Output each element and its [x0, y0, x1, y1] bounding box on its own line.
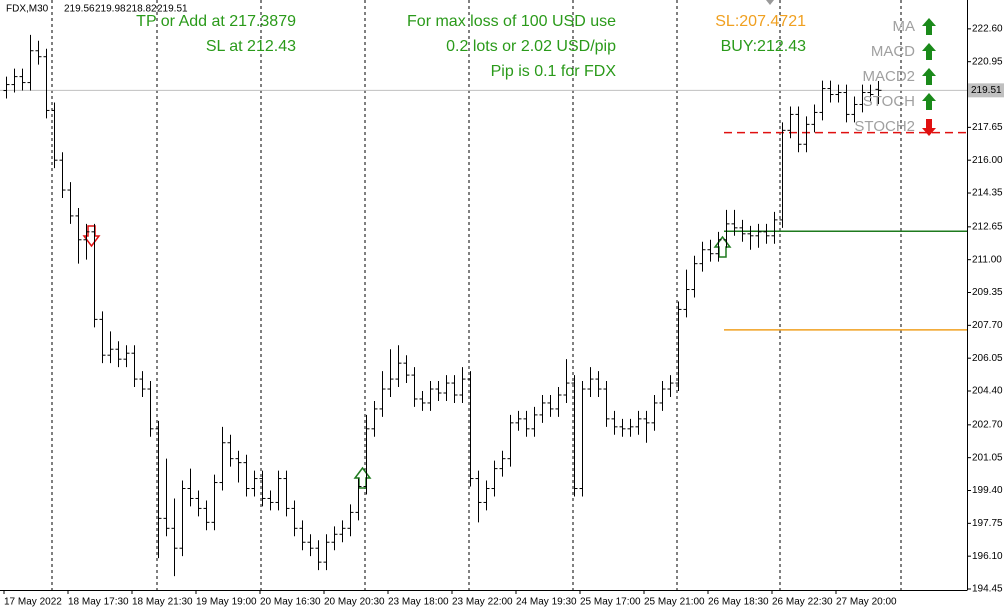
annotation: Pip is 0.1 for FDX	[491, 63, 617, 80]
symbol: FDX,M30	[6, 4, 49, 15]
indicator-arrow	[922, 43, 936, 60]
y-tick-label: 202.70	[972, 419, 1003, 430]
y-tick-label: 212.65	[972, 221, 1003, 232]
x-tick-label: 26 May 18:30	[708, 597, 769, 608]
x-tick-label: 26 May 22:30	[772, 597, 833, 608]
y-tick-label: 209.35	[972, 287, 1003, 298]
y-tick-label: 220.95	[972, 56, 1003, 67]
annotation: BUY:212.43	[721, 38, 807, 55]
y-tick-label: 197.75	[972, 518, 1003, 529]
y-tick-label: 222.60	[972, 23, 1003, 34]
day-separators	[51, 0, 902, 590]
x-tick-label: 18 May 17:30	[68, 597, 129, 608]
x-tick-label: 17 May 2022	[4, 597, 62, 608]
annotation: 0.2 lots or 2.02 USD/pip	[446, 38, 616, 55]
x-tick-label: 20 May 16:30	[260, 597, 321, 608]
bars	[0, 34, 967, 577]
indicator-label: MACD	[871, 43, 915, 60]
indicator-label: STOCH	[863, 93, 915, 110]
y-tick-label: 199.40	[972, 485, 1003, 496]
x-tick-label: 27 May 20:00	[836, 597, 897, 608]
indicator-label: MACD2	[862, 68, 915, 85]
y-tick-label: 214.35	[972, 188, 1003, 199]
y-tick-label: 216.00	[972, 155, 1003, 166]
indicator-arrow	[922, 93, 936, 110]
header-close: 219.51	[157, 4, 188, 15]
x-tick-label: 20 May 20:30	[324, 597, 385, 608]
indicator-arrow	[922, 119, 936, 136]
x-tick-label: 23 May 22:00	[452, 597, 513, 608]
y-tick-label: 201.05	[972, 452, 1003, 463]
y-tick-label: 217.65	[972, 122, 1003, 133]
y-tick-label: 204.40	[972, 386, 1003, 397]
x-tick-label: 23 May 18:00	[388, 597, 449, 608]
annotation: TP or Add at 217.3879	[136, 13, 296, 30]
indicator-label: MA	[893, 18, 916, 35]
annotation: For max loss of 100 USD use	[407, 13, 616, 30]
y-tick-label: 211.00	[972, 254, 1002, 265]
x-tick-label: 25 May 21:00	[644, 597, 705, 608]
header-low: 218.82	[126, 4, 157, 15]
indicator-arrow	[922, 68, 936, 85]
y-tick-label: 194.45	[972, 584, 1003, 595]
x-tick-label: 24 May 19:30	[516, 597, 577, 608]
header: FDX,M30 219.56 219.98 218.82 219.51	[6, 4, 188, 15]
annotations: TP or Add at 217.3879 SL at 212.43 For m…	[136, 13, 806, 80]
annotation: SL:207.4721	[715, 13, 806, 30]
y-tick-label: 206.05	[972, 353, 1003, 364]
price-label: 219.51	[971, 85, 1002, 96]
x-tick-label: 19 May 19:00	[196, 597, 257, 608]
indicator-label: STOCH2	[854, 118, 915, 135]
price-label-box	[968, 83, 1004, 98]
x-tick-label: 25 May 17:00	[580, 597, 641, 608]
shift-marker	[766, 0, 774, 5]
header-open: 219.56	[64, 4, 95, 15]
annotation: SL at 212.43	[206, 38, 296, 55]
y-tick-label: 207.70	[972, 320, 1003, 331]
indicator-arrow	[922, 18, 936, 35]
y-tick-label: 196.10	[972, 551, 1003, 562]
header-high: 219.98	[95, 4, 126, 15]
x-tick-label: 18 May 21:30	[132, 597, 193, 608]
